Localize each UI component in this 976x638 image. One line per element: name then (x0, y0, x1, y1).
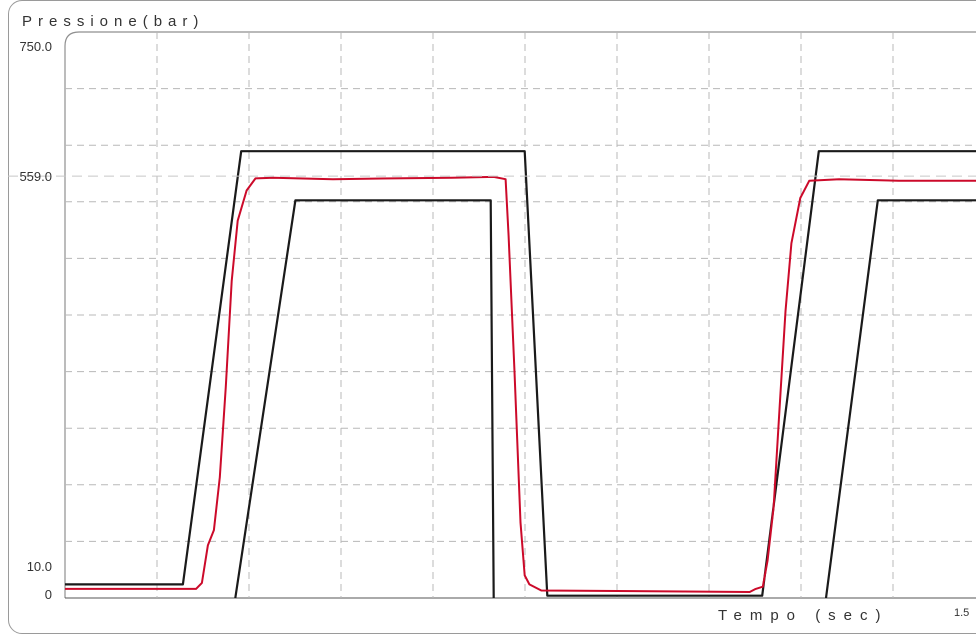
y-tick-label: 0 (45, 587, 52, 602)
y-ticks: 750.0 559.0 10.0 0 (8, 39, 976, 602)
series-group (65, 150, 976, 599)
y-axis-label: Pressione(bar) (22, 13, 204, 30)
x-ticks: 1.5 (954, 607, 969, 619)
chart-frame (8, 0, 976, 634)
series-line-3 (65, 175, 976, 593)
grid (64, 31, 976, 599)
y-tick-label: 559.0 (19, 169, 52, 184)
y-tick-label: 10.0 (27, 559, 52, 574)
series-line-2 (234, 199, 495, 599)
series-line-1 (65, 150, 976, 597)
y-tick-label: 750.0 (19, 39, 52, 54)
x-axis-label: Tempo (sec) (718, 607, 889, 624)
x-tick-label: 1.5 (954, 607, 969, 619)
series-line-4 (824, 199, 976, 599)
plot-border (64, 31, 976, 598)
